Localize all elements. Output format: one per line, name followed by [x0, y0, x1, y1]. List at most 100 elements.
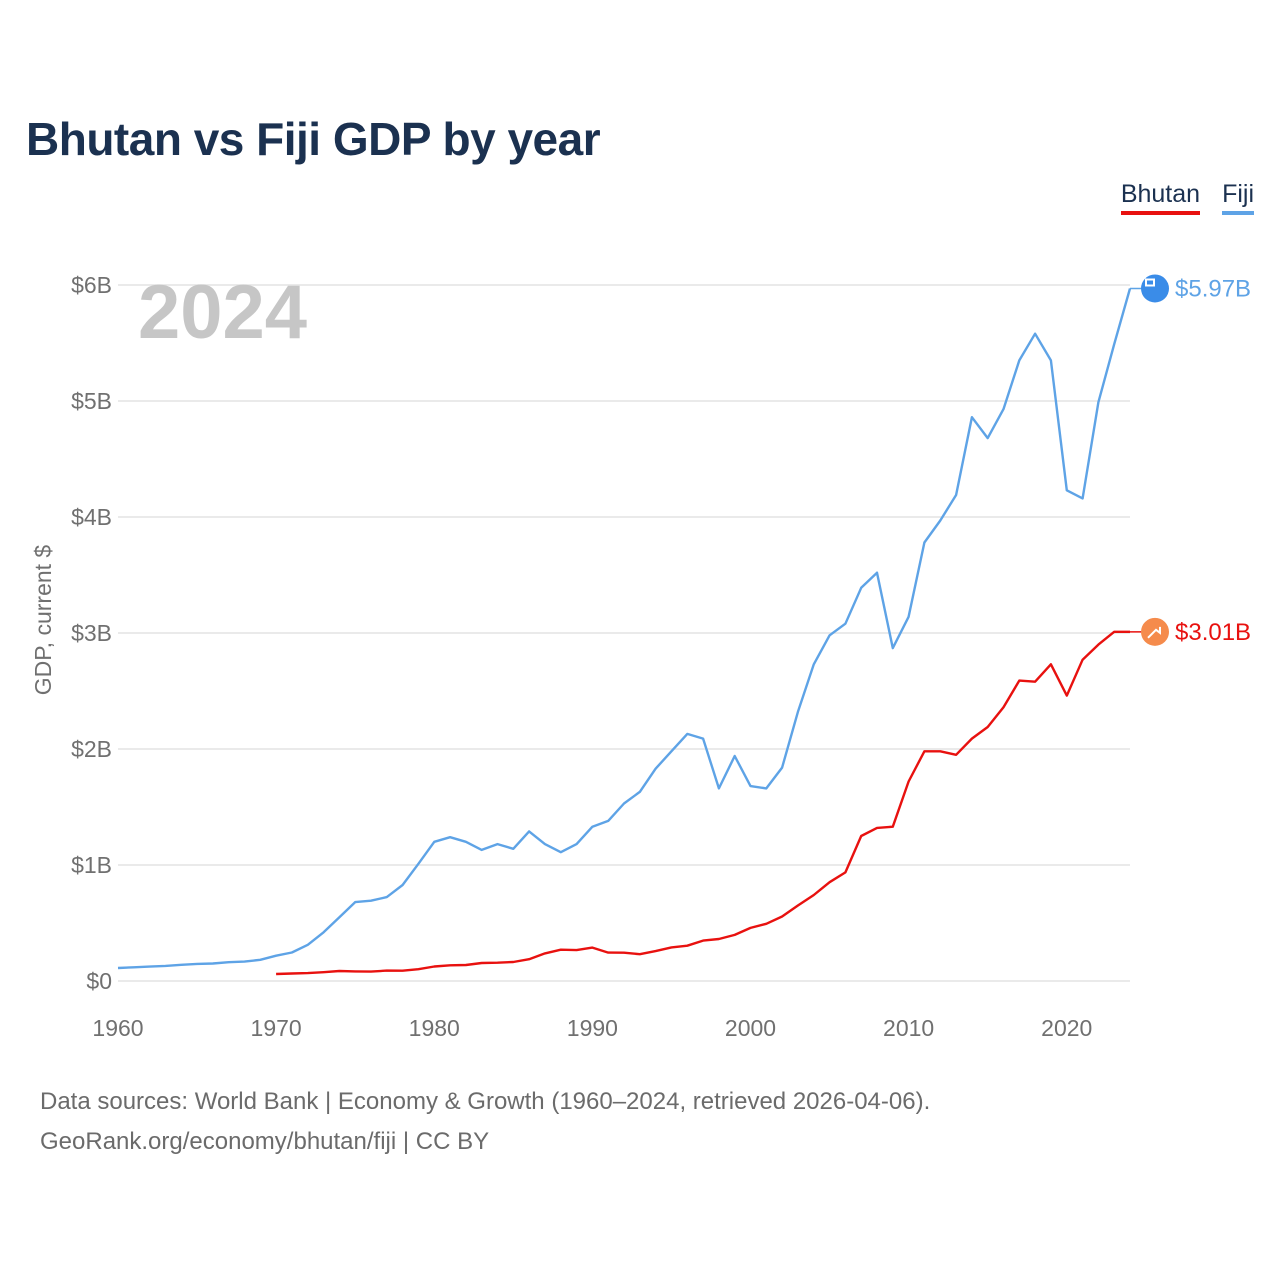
data-point-bhutan	[273, 971, 279, 977]
legend-item-fiji[interactable]: Fiji	[1222, 180, 1254, 215]
data-point-bhutan	[1080, 657, 1086, 663]
data-point-fiji	[1111, 341, 1117, 347]
sources-line-2[interactable]: GeoRank.org/economy/bhutan/fiji | CC BY	[40, 1128, 490, 1155]
data-point-fiji	[953, 492, 959, 498]
data-point-bhutan	[684, 943, 690, 949]
data-point-fiji	[273, 953, 279, 959]
data-point-fiji	[716, 785, 722, 791]
data-point-fiji	[1016, 357, 1022, 363]
x-tick-label: 2000	[725, 1015, 776, 1041]
data-point-fiji	[431, 839, 437, 845]
data-point-fiji	[479, 847, 485, 853]
sources-line-1: Data sources: World Bank | Economy & Gro…	[40, 1088, 931, 1115]
data-point-bhutan	[953, 752, 959, 758]
data-point-fiji	[336, 914, 342, 920]
data-point-bhutan	[321, 969, 327, 975]
data-point-bhutan	[811, 892, 817, 898]
x-tick-label: 1970	[251, 1015, 302, 1041]
year-overlay: 2024	[138, 270, 307, 355]
data-point-bhutan	[400, 968, 406, 974]
data-point-fiji	[305, 942, 311, 948]
data-point-fiji	[352, 899, 358, 905]
data-point-fiji	[321, 929, 327, 935]
data-point-bhutan	[921, 748, 927, 754]
data-point-bhutan	[621, 950, 627, 956]
data-point-bhutan	[605, 950, 611, 956]
data-point-bhutan	[479, 960, 485, 966]
data-point-bhutan	[463, 962, 469, 968]
data-point-bhutan	[653, 948, 659, 954]
gridlines	[118, 284, 1130, 982]
y-tick-label: $5B	[71, 388, 112, 414]
data-point-fiji	[763, 785, 769, 791]
data-point-bhutan	[1032, 679, 1038, 685]
x-axis-ticks: 1960 1970 1980 1990 2000 2010 2020	[92, 1015, 1092, 1041]
data-point-bhutan	[906, 778, 912, 784]
x-tick-label: 1980	[409, 1015, 460, 1041]
y-axis-ticks: $0 $1B $2B $3B $4B $5B $6B	[71, 272, 112, 994]
data-point-fiji	[985, 435, 991, 441]
chart-title: Bhutan vs Fiji GDP by year	[26, 113, 601, 165]
data-point-fiji	[748, 783, 754, 789]
data-point-fiji	[257, 957, 263, 963]
data-point-fiji	[415, 861, 421, 867]
data-point-bhutan	[447, 962, 453, 968]
data-point-bhutan	[700, 938, 706, 944]
y-tick-label: $6B	[71, 272, 112, 298]
data-point-fiji	[811, 661, 817, 667]
data-point-fiji	[684, 731, 690, 737]
data-point-bhutan	[1095, 642, 1101, 648]
end-value-label-fiji: $5.97B	[1175, 275, 1251, 302]
data-point-bhutan	[368, 969, 374, 975]
x-tick-label: 1960	[92, 1015, 143, 1041]
data-point-fiji	[226, 959, 232, 965]
data-point-bhutan	[384, 968, 390, 974]
data-point-fiji	[605, 818, 611, 824]
series-lines	[115, 288, 1132, 977]
data-point-fiji	[147, 964, 153, 970]
data-sources: Data sources: World Bank | Economy & Gro…	[40, 1082, 930, 1162]
data-point-fiji	[732, 753, 738, 759]
data-point-fiji	[1048, 357, 1054, 363]
data-point-bhutan	[985, 724, 991, 730]
data-point-fiji	[969, 414, 975, 420]
data-point-fiji	[115, 965, 121, 971]
y-tick-label: $3B	[71, 620, 112, 646]
data-point-bhutan	[510, 959, 516, 965]
data-point-fiji	[858, 585, 864, 591]
data-point-fiji	[937, 517, 943, 523]
data-point-fiji	[637, 789, 643, 795]
data-point-fiji	[1064, 487, 1070, 493]
legend: Bhutan Fiji	[1120, 180, 1254, 215]
data-point-bhutan	[1111, 629, 1117, 635]
data-point-bhutan	[305, 970, 311, 976]
gdp-line-chart: $0 $1B $2B $3B $4B $5B $6B 1960 1970 1980 1990 200…	[30, 270, 1251, 1041]
data-point-bhutan	[526, 956, 532, 962]
data-point-fiji	[1032, 331, 1038, 337]
data-point-fiji	[463, 839, 469, 845]
data-point-fiji	[558, 849, 564, 855]
data-point-bhutan	[890, 824, 896, 830]
data-point-fiji	[131, 964, 137, 970]
data-point-bhutan	[542, 950, 548, 956]
data-point-fiji	[495, 841, 501, 847]
flag-emblem-fiji-icon	[1145, 278, 1155, 287]
data-point-fiji	[779, 765, 785, 771]
end-value-label-bhutan: $3.01B	[1175, 619, 1251, 646]
series-line-bhutan	[276, 630, 1130, 976]
data-point-fiji	[874, 570, 880, 576]
data-point-bhutan	[763, 921, 769, 927]
data-point-bhutan	[668, 944, 674, 950]
data-point-fiji	[653, 766, 659, 772]
data-point-fiji	[384, 894, 390, 900]
legend-item-bhutan[interactable]: Bhutan	[1120, 180, 1201, 215]
data-point-bhutan	[289, 970, 295, 976]
data-point-fiji	[178, 962, 184, 968]
data-point-fiji	[921, 540, 927, 546]
data-point-fiji	[242, 959, 248, 965]
data-point-fiji	[368, 898, 374, 904]
data-point-bhutan	[732, 932, 738, 938]
data-point-bhutan	[431, 964, 437, 970]
y-tick-label: $4B	[71, 504, 112, 530]
data-point-bhutan	[1048, 661, 1054, 667]
